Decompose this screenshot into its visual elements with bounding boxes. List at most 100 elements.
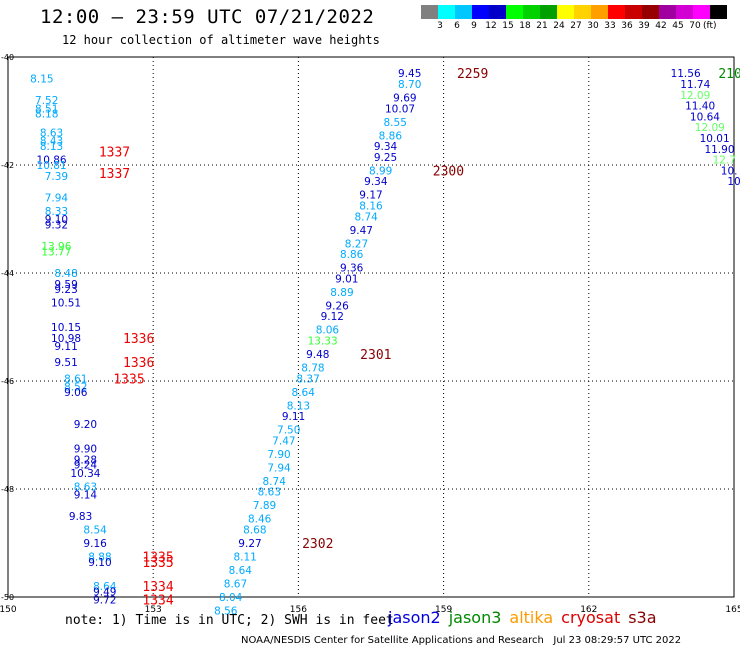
wave-height-point: 8.64	[93, 581, 117, 593]
x-tick-label: 165	[725, 605, 740, 615]
y-tick-label: -40	[1, 53, 14, 62]
wave-height-point: 9.23	[54, 284, 77, 296]
wave-height-point: 9.83	[69, 511, 92, 523]
color-scale-box	[608, 5, 625, 19]
wave-height-point: 7.90	[267, 449, 290, 461]
wave-height-point: 8.99	[369, 165, 392, 177]
wave-height-point: 7.39	[45, 171, 68, 183]
wave-height-point: 12.7	[713, 155, 736, 167]
wave-height-point: 8.27	[345, 238, 368, 250]
pass-time-label: 1335	[142, 556, 173, 571]
wave-height-point: 7.47	[272, 435, 295, 447]
wave-height-point: 8.70	[398, 79, 421, 91]
wave-height-point: 9.90	[74, 444, 97, 456]
satellite-legend-item: jason3	[448, 608, 502, 627]
color-scale-box	[625, 5, 642, 19]
wave-height-point: 9.45	[398, 68, 421, 80]
wave-height-point: 11.56	[671, 68, 701, 80]
x-tick-label: 153	[145, 605, 162, 615]
color-scale-label: 12	[485, 21, 497, 31]
color-scale-unit: (ft)	[703, 21, 717, 31]
wave-height-point: 9.14	[74, 489, 98, 501]
wave-height-point: 9.25	[374, 152, 397, 164]
page-title: 12:00 – 23:59 UTC 07/21/2022	[40, 6, 375, 28]
color-scale-label: 6	[454, 21, 460, 31]
wave-height-point: 8.63	[74, 481, 97, 493]
wave-height-point: 9.34	[364, 176, 388, 188]
wave-height-point: 8.86	[379, 130, 403, 142]
x-tick-label: 162	[580, 605, 597, 615]
color-scale-box	[472, 5, 489, 19]
wave-height-point: 13.33	[308, 336, 338, 348]
color-scale-box	[506, 5, 523, 19]
satellite-legend-item: cryosat	[561, 608, 621, 627]
pass-time-label: 1335	[113, 372, 144, 387]
wave-height-point: 8.67	[224, 579, 247, 591]
wave-height-point: 10.07	[385, 103, 415, 115]
wave-height-point: 8.86	[340, 249, 364, 261]
color-scale-label: 27	[570, 21, 582, 31]
wave-height-point: 9.16	[83, 538, 107, 550]
wave-height-point: 7.50	[277, 425, 300, 437]
wave-height-point: 8.88	[88, 552, 111, 564]
wave-height-point: 13.96	[41, 241, 71, 253]
plot-frame	[7, 56, 735, 598]
color-scale-box	[523, 5, 540, 19]
pass-time-label: 1337	[99, 146, 130, 161]
color-scale-label: 45	[672, 21, 684, 31]
wave-height-point: 7.52	[35, 95, 58, 107]
wave-height-point: 8.18	[35, 109, 58, 121]
color-scale-box	[591, 5, 608, 19]
wave-height-point: 11.40	[685, 101, 715, 113]
y-tick-label: -44	[1, 269, 14, 278]
color-scale-label: 3	[437, 21, 443, 31]
wave-height-point: 9.51	[54, 357, 77, 369]
satellite-legend-item: s3a	[628, 608, 657, 627]
wave-height-point: 7.89	[253, 500, 276, 512]
color-scale-label: 30	[587, 21, 599, 31]
color-scale-box	[659, 5, 676, 19]
color-scale-box	[421, 5, 438, 19]
wave-height-point: 7.94	[45, 192, 69, 204]
wave-height-point: 9.12	[321, 311, 344, 323]
color-scale-label: 24	[553, 21, 565, 31]
y-tick-label: -46	[1, 377, 14, 386]
wave-height-point: 8.11	[233, 552, 256, 564]
wave-height-point: 10.64	[690, 111, 720, 123]
pass-time-label: 1334	[142, 594, 173, 609]
wave-height-point: 10	[727, 176, 740, 188]
wave-height-point: 10.34	[70, 468, 100, 480]
wave-height-point: 10.81	[37, 160, 67, 172]
color-scale-boxes	[421, 5, 727, 19]
color-scale-box	[489, 5, 506, 19]
wave-height-point: 10.01	[700, 133, 730, 145]
wave-height-point: 8.74	[354, 211, 378, 223]
wave-height-point: 10.15	[51, 322, 81, 334]
wave-height-point: 12.09	[695, 122, 725, 134]
wave-height-point: 8.46	[248, 514, 272, 526]
wave-height-point: 9.72	[93, 595, 116, 607]
wave-height-point: 8.64	[292, 387, 316, 399]
wave-height-point: 9.10	[88, 557, 111, 569]
color-scale-label: 18	[519, 21, 531, 31]
wave-height-point: 8.13	[287, 400, 310, 412]
pass-time-label: 2259	[457, 67, 488, 82]
color-scale-box	[710, 5, 727, 19]
wave-height-point: 8.54	[83, 525, 107, 537]
color-scale-label: 70	[689, 21, 701, 31]
wave-height-point: 8.74	[263, 476, 287, 488]
wave-height-point: 8.64	[229, 565, 253, 577]
wave-height-point: 9.06	[64, 387, 88, 399]
color-scale-legend: 3 6 9 12 15 18 21 24 27 30 33 36 39 42 45 70 (ft)	[421, 5, 727, 31]
page-subtitle: 12 hour collection of altimeter wave hei…	[62, 33, 380, 47]
pass-time-label: 2301	[360, 348, 391, 363]
wave-height-point: 9.36	[340, 263, 364, 275]
wave-height-point: 8.78	[301, 363, 324, 375]
pass-time-label: 1336	[123, 332, 154, 347]
wave-height-point: 9.49	[93, 587, 116, 599]
y-tick-label: -42	[1, 161, 14, 170]
wave-height-point: 10.51	[51, 298, 81, 310]
wave-height-point: 8.61	[64, 373, 87, 385]
wave-height-point: 8.06	[316, 325, 340, 337]
wave-height-point: 8.68	[243, 525, 266, 537]
